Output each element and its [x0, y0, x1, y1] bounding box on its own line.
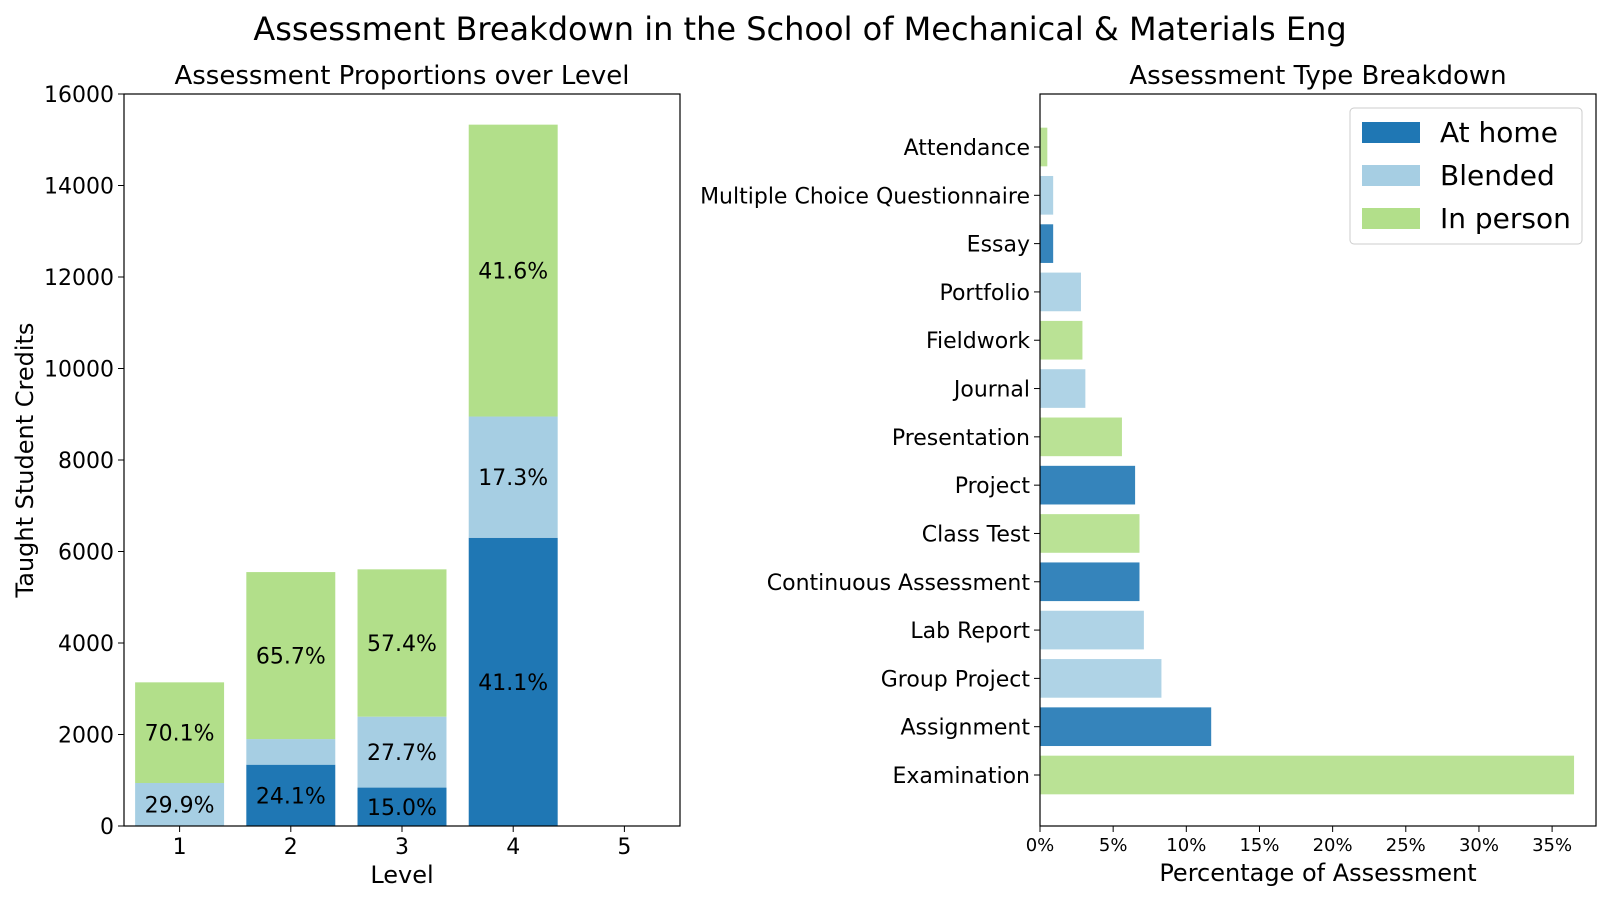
plot-frame: [1039, 93, 1597, 827]
x-tick-label: 35%: [1532, 835, 1572, 856]
y-tick-label: 12000: [44, 266, 114, 291]
legend-swatch: [1362, 165, 1420, 186]
x-tick-label: 2: [284, 835, 298, 860]
y-axis-label: Taught Student Credits: [11, 323, 39, 599]
bars-group: 29.9% 70.1% 24.1% 65.7% 15.0% 27.7% 57.4% 41.1%…: [135, 124, 558, 826]
y-tick-label: Fieldwork: [926, 329, 1030, 354]
bar: [1040, 465, 1136, 505]
data-label: 41.6%: [478, 260, 548, 285]
y-tick-label: Class Test: [922, 522, 1031, 547]
bar-segment: [468, 537, 558, 826]
bar: [1040, 127, 1048, 167]
bar-segment: [246, 739, 336, 765]
y-tick-label: Portfolio: [939, 281, 1030, 306]
x-tick-label: 30%: [1459, 835, 1499, 856]
data-label: 17.3%: [478, 466, 548, 491]
y-tick-label: Lab Report: [910, 619, 1030, 644]
data-label: 15.0%: [367, 796, 437, 821]
y-tick-label: Attendance: [904, 136, 1030, 161]
figure-title: Assessment Breakdown in the School of Me…: [253, 10, 1347, 48]
x-tick-label: 20%: [1313, 835, 1353, 856]
legend-label: In person: [1440, 202, 1571, 235]
x-tick-label: 4: [506, 835, 520, 860]
x-tick-label: 15%: [1239, 835, 1279, 856]
bar-segment: [246, 572, 336, 740]
bar-segment: [357, 569, 447, 717]
y-tick-label: Presentation: [892, 426, 1030, 451]
data-label: 41.1%: [478, 671, 548, 696]
bar-segment: [357, 716, 447, 788]
y-tick-label: 4000: [58, 632, 114, 657]
y-tick-label: Essay: [967, 233, 1030, 258]
x-tick-label: 0%: [1026, 835, 1055, 856]
y-tick-label: 6000: [58, 541, 114, 566]
bar-segment: [135, 782, 225, 826]
legend-swatch: [1362, 122, 1420, 143]
data-label: 29.9%: [145, 793, 215, 818]
y-tick-label: Continuous Assessment: [767, 571, 1031, 596]
y-tick-label: Multiple Choice Questionnaire: [700, 184, 1030, 209]
bar: [1040, 320, 1083, 360]
data-label: 70.1%: [145, 722, 215, 747]
bar-segment: [468, 124, 558, 417]
axes-group: 1 2 3 4 5 0 2000 4000 6000 8000 10000 12000 14000 160…: [44, 83, 631, 860]
bar: [1040, 659, 1162, 698]
y-tick-label: Examination: [892, 764, 1030, 789]
legend-label: At home: [1440, 116, 1558, 149]
y-tick-label: Group Project: [881, 667, 1031, 692]
x-tick-label: 5%: [1099, 835, 1128, 856]
y-tick-label: 10000: [44, 358, 114, 383]
y-tick-label: 8000: [58, 449, 114, 474]
x-tick-label: 10%: [1166, 835, 1206, 856]
y-tick-label: 0: [100, 815, 114, 840]
bars-group: [1040, 127, 1575, 795]
bar: [1040, 610, 1144, 650]
bar: [1040, 272, 1081, 312]
bar: [1040, 417, 1122, 457]
bar: [1040, 224, 1054, 263]
legend-swatch: [1362, 208, 1420, 229]
bar: [1040, 369, 1086, 408]
x-axis-label: Percentage of Assessment: [1159, 859, 1476, 887]
legend: At home Blended In person: [1349, 107, 1583, 245]
chart-title: Assessment Type Breakdown: [1129, 61, 1506, 91]
bar: [1040, 707, 1212, 747]
x-tick-label: 5: [617, 835, 631, 860]
bar: [1040, 514, 1140, 553]
bar-segment: [468, 416, 558, 538]
data-label: 27.7%: [367, 741, 437, 766]
y-tick-label: 14000: [44, 175, 114, 200]
axes-group: Attendance Multiple Choice Questionnaire E…: [700, 136, 1572, 856]
bar-segment: [357, 787, 447, 826]
y-tick-label: Journal: [952, 378, 1030, 403]
bar: [1040, 175, 1054, 215]
x-tick-label: 25%: [1386, 835, 1426, 856]
data-label: 57.4%: [367, 632, 437, 657]
plot-frame: [123, 93, 681, 827]
x-tick-label: 3: [395, 835, 409, 860]
y-tick-label: Project: [955, 474, 1031, 499]
y-tick-label: 2000: [58, 724, 114, 749]
bar-segment: [135, 682, 225, 783]
data-label: 65.7%: [256, 645, 326, 670]
bar: [1040, 755, 1575, 795]
bar: [1040, 562, 1140, 602]
x-tick-label: 1: [173, 835, 187, 860]
y-tick-label: 16000: [44, 83, 114, 108]
legend-label: Blended: [1440, 159, 1555, 192]
data-label: 24.1%: [256, 784, 326, 809]
chart-title: Assessment Proportions over Level: [174, 61, 629, 91]
x-axis-label: Level: [370, 861, 433, 889]
bar-segment: [246, 764, 336, 826]
y-tick-label: Assignment: [900, 716, 1030, 741]
